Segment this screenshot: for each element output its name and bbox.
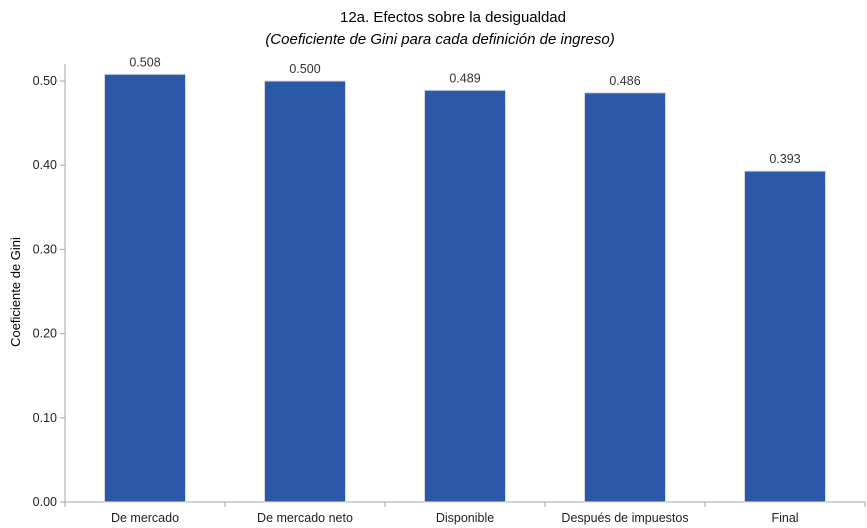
y-tick-label: 0.20: [33, 327, 57, 341]
bar: [104, 73, 186, 503]
chart-subtitle: (Coeficiente de Gini para cada definició…: [265, 31, 614, 48]
x-category-label: De mercado: [111, 511, 179, 525]
bar-value-label: 0.393: [769, 152, 800, 166]
x-category-label: Disponible: [436, 511, 494, 525]
y-tick-label: 0.40: [33, 158, 57, 172]
chart-title: 12a. Efectos sobre la desigualdad: [340, 9, 566, 26]
bar: [584, 92, 666, 503]
y-tick-label: 0.30: [33, 242, 57, 256]
bar-value-label: 0.486: [609, 74, 640, 88]
y-tick-label: 0.10: [33, 411, 57, 425]
bar: [744, 170, 826, 503]
bar-value-label: 0.489: [449, 71, 480, 85]
y-tick-label: 0.00: [33, 495, 57, 509]
y-axis-label: Coeficiente de Gini: [8, 237, 23, 347]
data-labels: 0.508 0.500 0.489 0.486 0.393: [129, 55, 800, 166]
y-tick-label: 0.50: [33, 74, 57, 88]
bars: [104, 73, 826, 503]
x-category-label: Después de impuestos: [561, 511, 688, 525]
x-category-label: De mercado neto: [257, 511, 353, 525]
bar-value-label: 0.500: [289, 62, 320, 76]
x-category-label: Final: [771, 511, 798, 525]
bar: [264, 80, 346, 503]
x-axis: De mercado De mercado neto Disponible Despu…: [64, 501, 866, 525]
y-axis: 0.00 0.10 0.20 0.30 0.40 0.50: [33, 64, 66, 509]
bar: [424, 89, 506, 503]
bar-value-label: 0.508: [129, 55, 160, 69]
